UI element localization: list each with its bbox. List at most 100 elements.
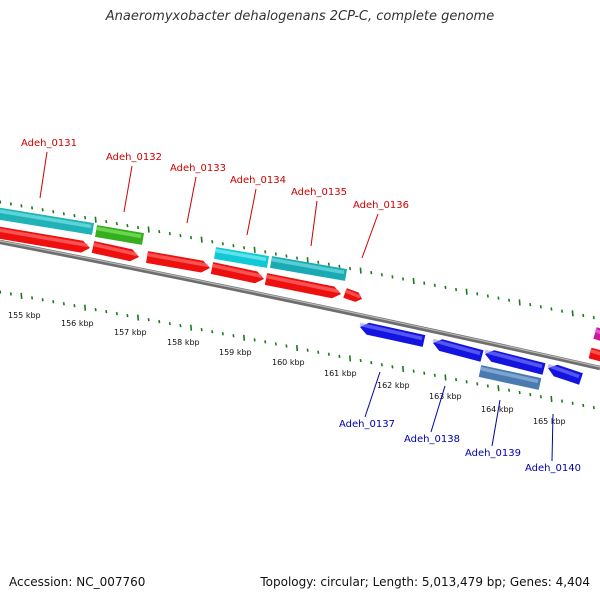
minor-tick bbox=[444, 285, 447, 290]
minor-tick bbox=[0, 290, 2, 294]
gene-label-adeh-0137[interactable]: Adeh_0137 bbox=[339, 419, 395, 430]
major-tick bbox=[412, 278, 415, 285]
leader-line bbox=[430, 385, 446, 433]
kbp-label: 156 kbp bbox=[61, 319, 94, 328]
minor-tick bbox=[9, 202, 12, 206]
gene-label-adeh-0135[interactable]: Adeh_0135 bbox=[291, 187, 347, 198]
minor-tick bbox=[62, 212, 65, 216]
minor-tick bbox=[147, 317, 150, 322]
minor-tick bbox=[433, 373, 436, 377]
minor-tick bbox=[264, 250, 267, 254]
minor-tick bbox=[179, 323, 182, 328]
minor-tick bbox=[52, 210, 55, 214]
leader-line bbox=[39, 151, 48, 199]
gene-red-4 bbox=[210, 262, 264, 284]
minor-tick bbox=[539, 305, 542, 309]
minor-tick bbox=[41, 208, 44, 212]
minor-tick bbox=[200, 328, 203, 332]
gene-label-adeh-0136[interactable]: Adeh_0136 bbox=[353, 200, 409, 211]
minor-tick bbox=[317, 350, 320, 354]
kbp-scale: 155 kbp 156 kbp 157 kbp 158 kbp 159 kbp 160 k… bbox=[8, 311, 566, 426]
minor-tick bbox=[518, 390, 521, 395]
major-tick bbox=[147, 226, 150, 233]
gene-label-adeh-0131[interactable]: Adeh_0131 bbox=[21, 138, 77, 149]
major-tick bbox=[359, 267, 362, 274]
gene-red-7 bbox=[588, 347, 600, 362]
leader-line bbox=[551, 413, 554, 462]
kbp-label: 161 kbp bbox=[324, 369, 357, 378]
minor-tick bbox=[105, 309, 108, 314]
minor-tick bbox=[73, 214, 76, 218]
minor-tick bbox=[412, 369, 415, 373]
minor-tick bbox=[0, 200, 2, 204]
lower-tick-track bbox=[0, 290, 595, 410]
leader-line bbox=[186, 176, 197, 224]
minor-tick bbox=[391, 275, 394, 279]
minor-tick bbox=[380, 273, 383, 277]
gene-label-adeh-0132[interactable]: Adeh_0132 bbox=[106, 152, 162, 163]
major-tick bbox=[20, 292, 23, 299]
accession-text: Accession: NC_007760 bbox=[9, 575, 146, 589]
major-tick bbox=[296, 345, 299, 352]
major-tick bbox=[518, 299, 521, 306]
gene-red-1 bbox=[0, 226, 90, 253]
minor-tick bbox=[126, 313, 129, 318]
leader-line bbox=[123, 165, 133, 213]
minor-tick bbox=[433, 283, 436, 287]
minor-tick bbox=[476, 292, 479, 296]
minor-tick bbox=[62, 302, 65, 306]
minor-tick bbox=[211, 330, 214, 334]
minor-tick bbox=[73, 304, 76, 308]
kbp-label: 164 kbp bbox=[481, 405, 514, 414]
minor-tick bbox=[285, 344, 288, 348]
major-tick bbox=[243, 334, 246, 341]
kbp-label: 158 kbp bbox=[167, 338, 200, 347]
minor-tick bbox=[423, 281, 426, 285]
gene-label-adeh-0133[interactable]: Adeh_0133 bbox=[170, 163, 226, 174]
kbp-label: 157 kbp bbox=[114, 328, 147, 337]
minor-tick bbox=[455, 287, 458, 292]
minor-tick bbox=[115, 311, 118, 316]
minor-tick bbox=[370, 271, 373, 275]
feature-cyan-2 bbox=[214, 247, 269, 268]
major-tick bbox=[306, 257, 309, 264]
minor-tick bbox=[190, 236, 193, 240]
minor-tick bbox=[20, 204, 23, 208]
minor-tick bbox=[486, 294, 489, 298]
major-tick bbox=[444, 374, 447, 381]
minor-tick bbox=[561, 399, 564, 403]
leader-line bbox=[361, 213, 379, 259]
gene-labels: Adeh_0131 Adeh_0132 Adeh_0133 Adeh_0134 Adeh… bbox=[21, 138, 581, 474]
minor-tick bbox=[274, 342, 277, 346]
minor-tick bbox=[31, 296, 34, 300]
minor-tick bbox=[423, 371, 426, 375]
minor-tick bbox=[105, 219, 108, 224]
upper-tick-track bbox=[0, 200, 595, 320]
minor-tick bbox=[338, 264, 341, 269]
minor-tick bbox=[94, 308, 97, 312]
minor-tick bbox=[380, 363, 383, 367]
minor-tick bbox=[137, 225, 140, 230]
gene-magenta-1 bbox=[593, 327, 600, 341]
minor-tick bbox=[317, 260, 320, 264]
minor-tick bbox=[9, 292, 12, 296]
minor-tick bbox=[31, 206, 34, 210]
feature-cyan-3 bbox=[270, 256, 347, 281]
minor-tick bbox=[158, 319, 161, 324]
leader-line bbox=[364, 371, 381, 418]
minor-tick bbox=[221, 242, 224, 246]
gene-label-adeh-0140[interactable]: Adeh_0140 bbox=[525, 463, 581, 474]
minor-tick bbox=[179, 233, 182, 238]
gene-blue-1 bbox=[359, 322, 426, 347]
gene-label-adeh-0139[interactable]: Adeh_0139 bbox=[465, 448, 521, 459]
gene-features bbox=[0, 207, 600, 390]
major-tick bbox=[402, 365, 405, 373]
gene-label-adeh-0134[interactable]: Adeh_0134 bbox=[230, 175, 286, 186]
minor-tick bbox=[158, 229, 161, 234]
minor-tick bbox=[539, 395, 542, 399]
kbp-label: 160 kbp bbox=[272, 358, 305, 367]
minor-tick bbox=[497, 296, 500, 300]
gene-label-adeh-0138[interactable]: Adeh_0138 bbox=[404, 434, 460, 445]
minor-tick bbox=[126, 223, 129, 228]
